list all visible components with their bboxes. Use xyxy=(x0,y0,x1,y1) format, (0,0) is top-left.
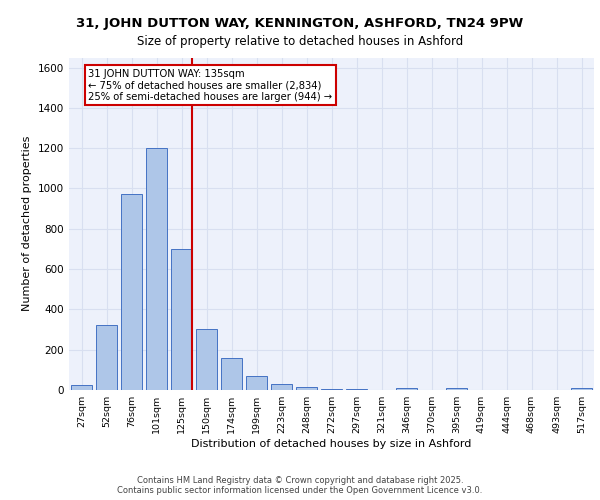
Bar xyxy=(446,388,467,390)
Text: Contains HM Land Registry data © Crown copyright and database right 2025.: Contains HM Land Registry data © Crown c… xyxy=(137,476,463,485)
X-axis label: Distribution of detached houses by size in Ashford: Distribution of detached houses by size … xyxy=(191,439,472,449)
Bar xyxy=(146,148,167,390)
Bar xyxy=(396,388,417,390)
Bar xyxy=(96,324,117,390)
Bar xyxy=(221,358,242,390)
Bar xyxy=(571,388,592,390)
Bar xyxy=(121,194,142,390)
Bar xyxy=(321,389,342,390)
Bar xyxy=(296,387,317,390)
Bar xyxy=(171,249,192,390)
Y-axis label: Number of detached properties: Number of detached properties xyxy=(22,136,32,312)
Bar xyxy=(246,376,267,390)
Bar xyxy=(196,328,217,390)
Text: 31 JOHN DUTTON WAY: 135sqm
← 75% of detached houses are smaller (2,834)
25% of s: 31 JOHN DUTTON WAY: 135sqm ← 75% of deta… xyxy=(89,68,332,102)
Text: Contains public sector information licensed under the Open Government Licence v3: Contains public sector information licen… xyxy=(118,486,482,495)
Text: 31, JOHN DUTTON WAY, KENNINGTON, ASHFORD, TN24 9PW: 31, JOHN DUTTON WAY, KENNINGTON, ASHFORD… xyxy=(76,18,524,30)
Bar xyxy=(271,384,292,390)
Bar xyxy=(346,389,367,390)
Bar xyxy=(71,385,92,390)
Text: Size of property relative to detached houses in Ashford: Size of property relative to detached ho… xyxy=(137,35,463,48)
